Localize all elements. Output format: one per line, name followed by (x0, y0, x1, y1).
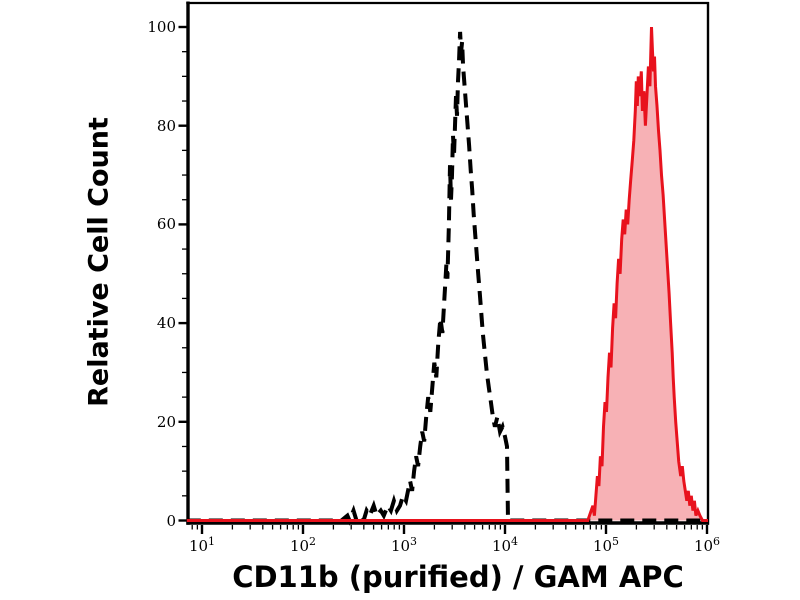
x-tick-label-10e4: 104 (482, 533, 528, 555)
x-tick-exponent: 5 (612, 535, 620, 548)
x-tick-base: 10 (592, 537, 613, 555)
y-tick-label-100: 100 (147, 18, 176, 36)
x-tick-base: 10 (188, 537, 209, 555)
stained-histogram-fill (186, 27, 709, 521)
x-tick-base: 10 (693, 537, 714, 555)
x-tick-label-10e6: 106 (684, 533, 730, 555)
x-tick-label-10e3: 103 (381, 533, 427, 555)
y-axis-title: Relative Cell Count (83, 117, 115, 407)
x-axis-title: CD11b (purified) / GAM APC (232, 560, 684, 594)
control-histogram-curve (186, 31, 708, 526)
x-tick-label-10e1: 101 (179, 533, 225, 555)
y-tick-label-60: 60 (156, 215, 176, 234)
y-tick-label-80: 80 (156, 116, 176, 135)
x-tick-exponent: 6 (713, 535, 721, 548)
x-tick-base: 10 (289, 537, 310, 555)
y-tick-label-20: 20 (156, 412, 176, 431)
y-tick-label-0: 0 (166, 511, 176, 530)
x-tick-exponent: 1 (208, 535, 216, 548)
x-tick-label-10e5: 105 (583, 533, 629, 555)
x-tick-base: 10 (390, 537, 411, 555)
x-tick-label-10e2: 102 (280, 533, 326, 555)
x-tick-exponent: 2 (309, 535, 317, 548)
x-tick-base: 10 (491, 537, 512, 555)
stained-histogram-curve (186, 26, 708, 522)
x-tick-exponent: 3 (410, 535, 418, 548)
y-tick-label-40: 40 (156, 314, 176, 333)
x-tick-exponent: 4 (511, 535, 519, 548)
